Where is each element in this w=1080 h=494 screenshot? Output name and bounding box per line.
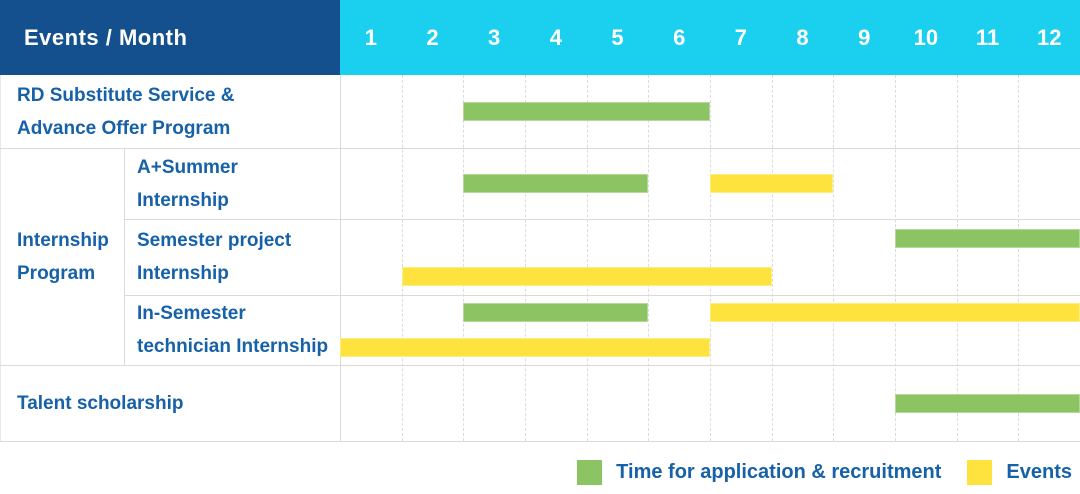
month-header-5: 5: [611, 24, 624, 50]
gantt-bar-green-rd-substitute-service: [463, 102, 710, 121]
group-label-line: Internship: [17, 229, 109, 251]
month-gridline: [401, 75, 403, 441]
row-label-line: In-Semester: [137, 303, 246, 324]
month-gridline: [956, 75, 958, 441]
legend-swatch-yellow: [967, 459, 993, 485]
row-label-talent-scholarship: Talent scholarship: [17, 365, 327, 441]
gantt-bar-green-a-plus-summer-internship: [463, 174, 649, 193]
month-gridline: [710, 75, 711, 441]
gantt-bar-green-semester-project-internship: [895, 228, 1080, 248]
legend-swatch-green: [577, 459, 603, 485]
legend-label: Time for application & recruitment: [616, 460, 942, 483]
row-label-rd-substitute-service: RD Substitute Service & Advance Offer Pro…: [17, 75, 327, 148]
group-subcolumn-divider: [124, 148, 125, 365]
group-label-internship-program: Internship Program: [17, 148, 117, 365]
row-border: [124, 219, 1080, 220]
row-label-line: Talent scholarship: [17, 392, 184, 414]
month-header-2: 2: [426, 24, 439, 50]
events-month-header: Events / Month: [0, 0, 340, 75]
month-gridline: [895, 75, 896, 441]
row-label-a-plus-summer-internship: A+Summer Internship: [137, 148, 336, 219]
legend-label: Events: [1006, 460, 1072, 483]
row-label-line: technician Internship: [137, 336, 329, 357]
month-gridline: [463, 75, 465, 441]
legend: Time for application & recruitment Events: [577, 456, 1072, 488]
month-gridline: [648, 75, 650, 441]
row-border: [0, 148, 1080, 149]
month-header-1: 1: [364, 24, 377, 50]
month-gridline: [833, 75, 835, 441]
row-label-line: A+Summer: [137, 156, 238, 178]
month-header-strip: 1 2 3 4 5 6 7 8 9 10 11 12: [340, 0, 1080, 75]
gantt-bar-yellow-in-semester-technician-internship: [340, 338, 710, 357]
gantt-bar-yellow-semester-project-internship: [401, 266, 772, 286]
row-label-line: Semester project: [137, 230, 292, 251]
row-border: [0, 365, 1080, 366]
month-header-12: 12: [1036, 24, 1062, 50]
legend-item-green: Time for application & recruitment: [577, 459, 942, 485]
gantt-bar-yellow-a-plus-summer-internship: [710, 174, 834, 193]
row-label-line: RD Substitute Service &: [17, 84, 235, 106]
row-label-line: Internship: [137, 189, 229, 211]
month-header-3: 3: [488, 24, 501, 50]
row-border: [124, 295, 1080, 296]
month-gridline: [771, 75, 773, 441]
month-header-7: 7: [734, 24, 747, 50]
row-label-line: Internship: [137, 263, 229, 284]
month-header-6: 6: [673, 24, 686, 50]
gantt-bar-yellow-in-semester-technician-internship: [710, 303, 1080, 322]
gantt-bar-green-in-semester-technician-internship: [463, 303, 649, 322]
label-chart-divider: [340, 75, 341, 441]
month-header-9: 9: [858, 24, 871, 50]
row-label-line: Advance Offer Program: [17, 117, 231, 139]
header-row: Events / Month 1 2 3 4 5 6 7 8 9 10 11 12: [0, 0, 1080, 75]
month-header-4: 4: [549, 24, 562, 50]
month-gridline: [525, 75, 526, 441]
month-gridline: [1018, 75, 1020, 441]
row-border: [0, 441, 1080, 442]
gantt-bar-green-talent-scholarship: [895, 393, 1080, 413]
group-label-line: Program: [17, 262, 96, 284]
table-left-edge: [0, 75, 1, 441]
month-header-10: 10: [913, 24, 939, 50]
row-label-in-semester-technician-internship: In-Semester technician Internship: [137, 295, 336, 365]
legend-item-yellow: Events: [967, 459, 1072, 485]
month-header-11: 11: [975, 24, 1000, 50]
row-label-semester-project-internship: Semester project Internship: [137, 219, 336, 295]
month-gridline: [586, 75, 588, 441]
month-header-8: 8: [796, 24, 809, 50]
